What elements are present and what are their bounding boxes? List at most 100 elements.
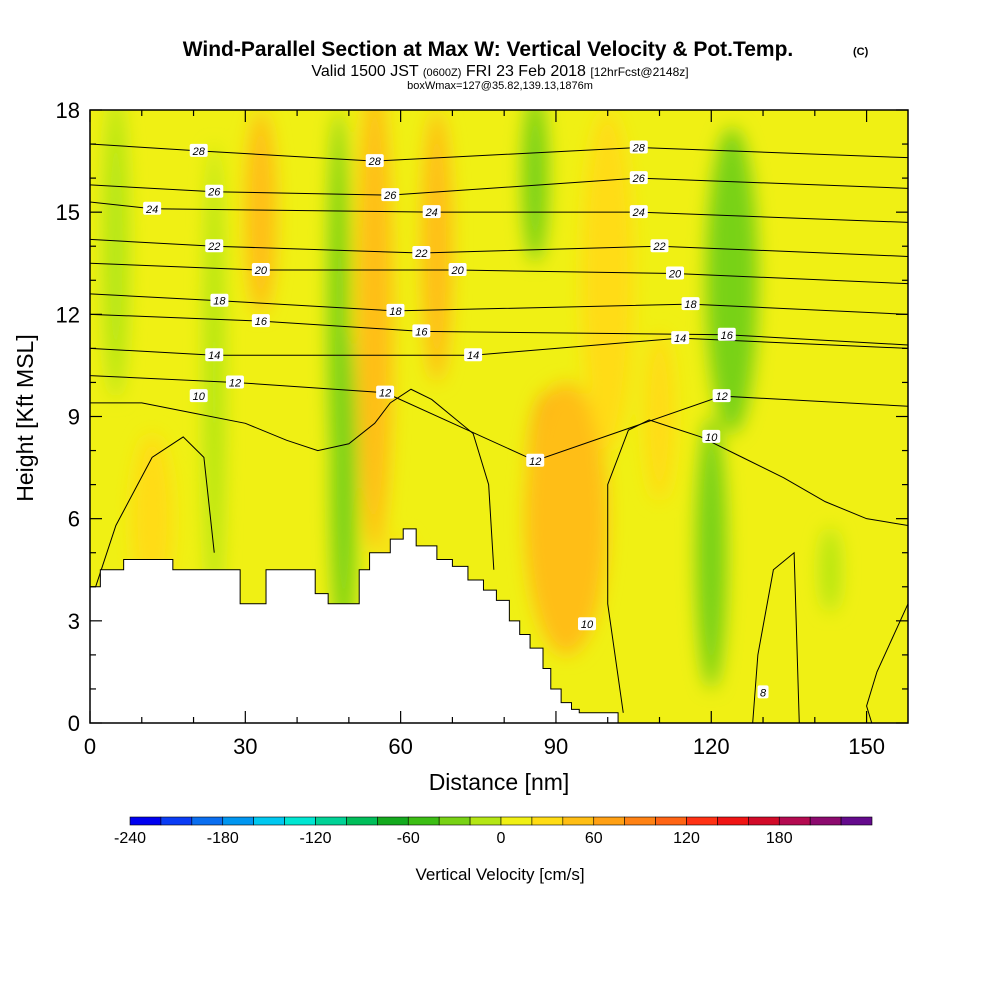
svg-text:22: 22 — [414, 248, 427, 260]
svg-text:24: 24 — [425, 207, 438, 219]
svg-text:10: 10 — [581, 619, 594, 631]
svg-text:28: 28 — [192, 146, 206, 158]
svg-text:10: 10 — [193, 391, 206, 403]
x-tick-label: 0 — [84, 734, 96, 759]
y-tick-label: 0 — [68, 711, 80, 736]
contour-label: 12 — [526, 453, 545, 468]
contour-label: 16 — [717, 327, 736, 342]
contour-line — [90, 375, 908, 462]
colorbar-swatch — [253, 816, 285, 826]
colorbar-swatch — [284, 816, 316, 826]
contour-label: 10 — [578, 617, 597, 631]
terrain-mask — [90, 528, 619, 723]
colorbar-swatch — [438, 816, 471, 826]
colorbar-swatch — [531, 816, 564, 826]
contour-label: 22 — [205, 239, 224, 253]
contour-line — [90, 402, 391, 452]
velocity-feature — [695, 416, 727, 689]
colorbar-swatch — [315, 816, 347, 826]
velocity-feature — [102, 110, 129, 400]
contour-label: 12 — [712, 389, 731, 403]
colorbar-tick-label: -60 — [397, 830, 420, 847]
contour-line — [90, 436, 215, 604]
svg-text:8: 8 — [760, 687, 767, 699]
svg-text:12: 12 — [229, 377, 241, 389]
velocity-feature — [522, 110, 549, 264]
colorbar-swatch — [748, 816, 780, 826]
contour-label: 12 — [376, 385, 395, 400]
colorbar-swatch — [407, 816, 440, 826]
contour-label: 28 — [629, 140, 648, 154]
velocity-feature — [706, 127, 758, 434]
contour-label-layer: 28 26 24 22 20 18 16 14 12 10 28 26 24 22 20 18 16 14 12 28… — [143, 140, 769, 699]
valid-time-line: Valid 1500 JST (0600Z) FRI 23 Feb 2018 [… — [311, 63, 688, 80]
colorbar-swatch — [500, 816, 533, 826]
contour-line — [607, 419, 908, 713]
svg-text:12: 12 — [529, 456, 541, 468]
colorbar-swatch — [809, 816, 842, 826]
y-tick-label: 18 — [56, 98, 80, 123]
svg-text:14: 14 — [208, 350, 220, 362]
svg-text:26: 26 — [383, 190, 397, 202]
contour-label: 20 — [448, 263, 467, 277]
svg-text:16: 16 — [255, 316, 268, 328]
contour-label: 18 — [210, 293, 229, 308]
contour-label: 14 — [671, 331, 690, 345]
colorbar-swatch — [222, 816, 254, 826]
contour-label: 18 — [681, 297, 700, 311]
svg-text:22: 22 — [207, 241, 220, 253]
colorbar-swatch — [346, 816, 378, 826]
svg-text:24: 24 — [632, 207, 645, 219]
colorbar-swatch — [562, 816, 595, 826]
svg-text:26: 26 — [207, 187, 221, 199]
chart-title-mark: (C) — [853, 46, 869, 58]
contour-line — [390, 388, 495, 570]
colorbar-swatch — [655, 816, 687, 826]
x-tick-label: 30 — [233, 734, 257, 759]
colorbar-swatch — [840, 816, 873, 826]
svg-text:14: 14 — [467, 350, 479, 362]
contour-label: 24 — [422, 205, 441, 219]
svg-text:18: 18 — [389, 306, 402, 318]
svg-text:22: 22 — [652, 241, 665, 253]
valid-prefix: Valid 1500 JST — [311, 63, 419, 80]
colorbar-tick-label: -240 — [114, 830, 146, 847]
colorbar-swatch — [160, 816, 193, 826]
contour-label: 16 — [251, 314, 270, 328]
contour-label: 16 — [412, 324, 431, 338]
contour-label: 26 — [381, 188, 400, 202]
svg-text:14: 14 — [674, 333, 686, 345]
forecast-info: [12hrFcst@2148z] — [590, 65, 688, 79]
svg-text:20: 20 — [668, 268, 682, 280]
svg-text:12: 12 — [379, 388, 391, 400]
colorbar-swatch — [593, 816, 625, 826]
svg-text:18: 18 — [684, 299, 697, 311]
svg-text:10: 10 — [705, 432, 718, 444]
svg-text:28: 28 — [632, 142, 646, 154]
velocity-feature — [524, 382, 608, 655]
colorbar-swatch — [778, 816, 811, 826]
box-info: boxWmax=127@35.82,139.13,1876m — [407, 80, 593, 92]
contour-label: 24 — [629, 205, 648, 219]
contour-label: 28 — [189, 143, 208, 158]
contour-label: 14 — [205, 348, 224, 362]
velocity-feature — [643, 331, 676, 502]
colorbar-tick-label: 120 — [673, 830, 700, 847]
valid-utc: (0600Z) — [423, 67, 462, 79]
svg-text:16: 16 — [415, 326, 428, 338]
chart-title: Wind-Parallel Section at Max W: Vertical… — [183, 38, 794, 61]
contour-label: 22 — [412, 246, 431, 260]
contour-label: 26 — [629, 171, 648, 185]
colorbar-swatch — [686, 816, 718, 826]
contour-line — [866, 603, 908, 723]
contour-label: 18 — [386, 303, 405, 318]
svg-text:16: 16 — [721, 330, 734, 342]
velocity-feature — [421, 110, 453, 383]
contour-label: 20 — [666, 266, 685, 280]
colorbar-tick-label: 60 — [585, 830, 603, 847]
velocity-feature — [328, 110, 349, 519]
colorbar-swatch — [717, 816, 749, 826]
contour-label: 14 — [464, 348, 483, 362]
contour-label: 28 — [365, 154, 384, 168]
